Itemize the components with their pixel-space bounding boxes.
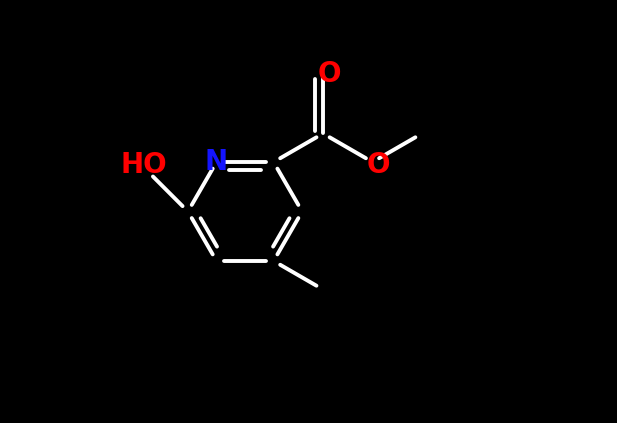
Text: HO: HO bbox=[121, 151, 167, 179]
Text: O: O bbox=[318, 60, 341, 88]
Text: O: O bbox=[367, 151, 391, 179]
Text: N: N bbox=[205, 148, 228, 176]
